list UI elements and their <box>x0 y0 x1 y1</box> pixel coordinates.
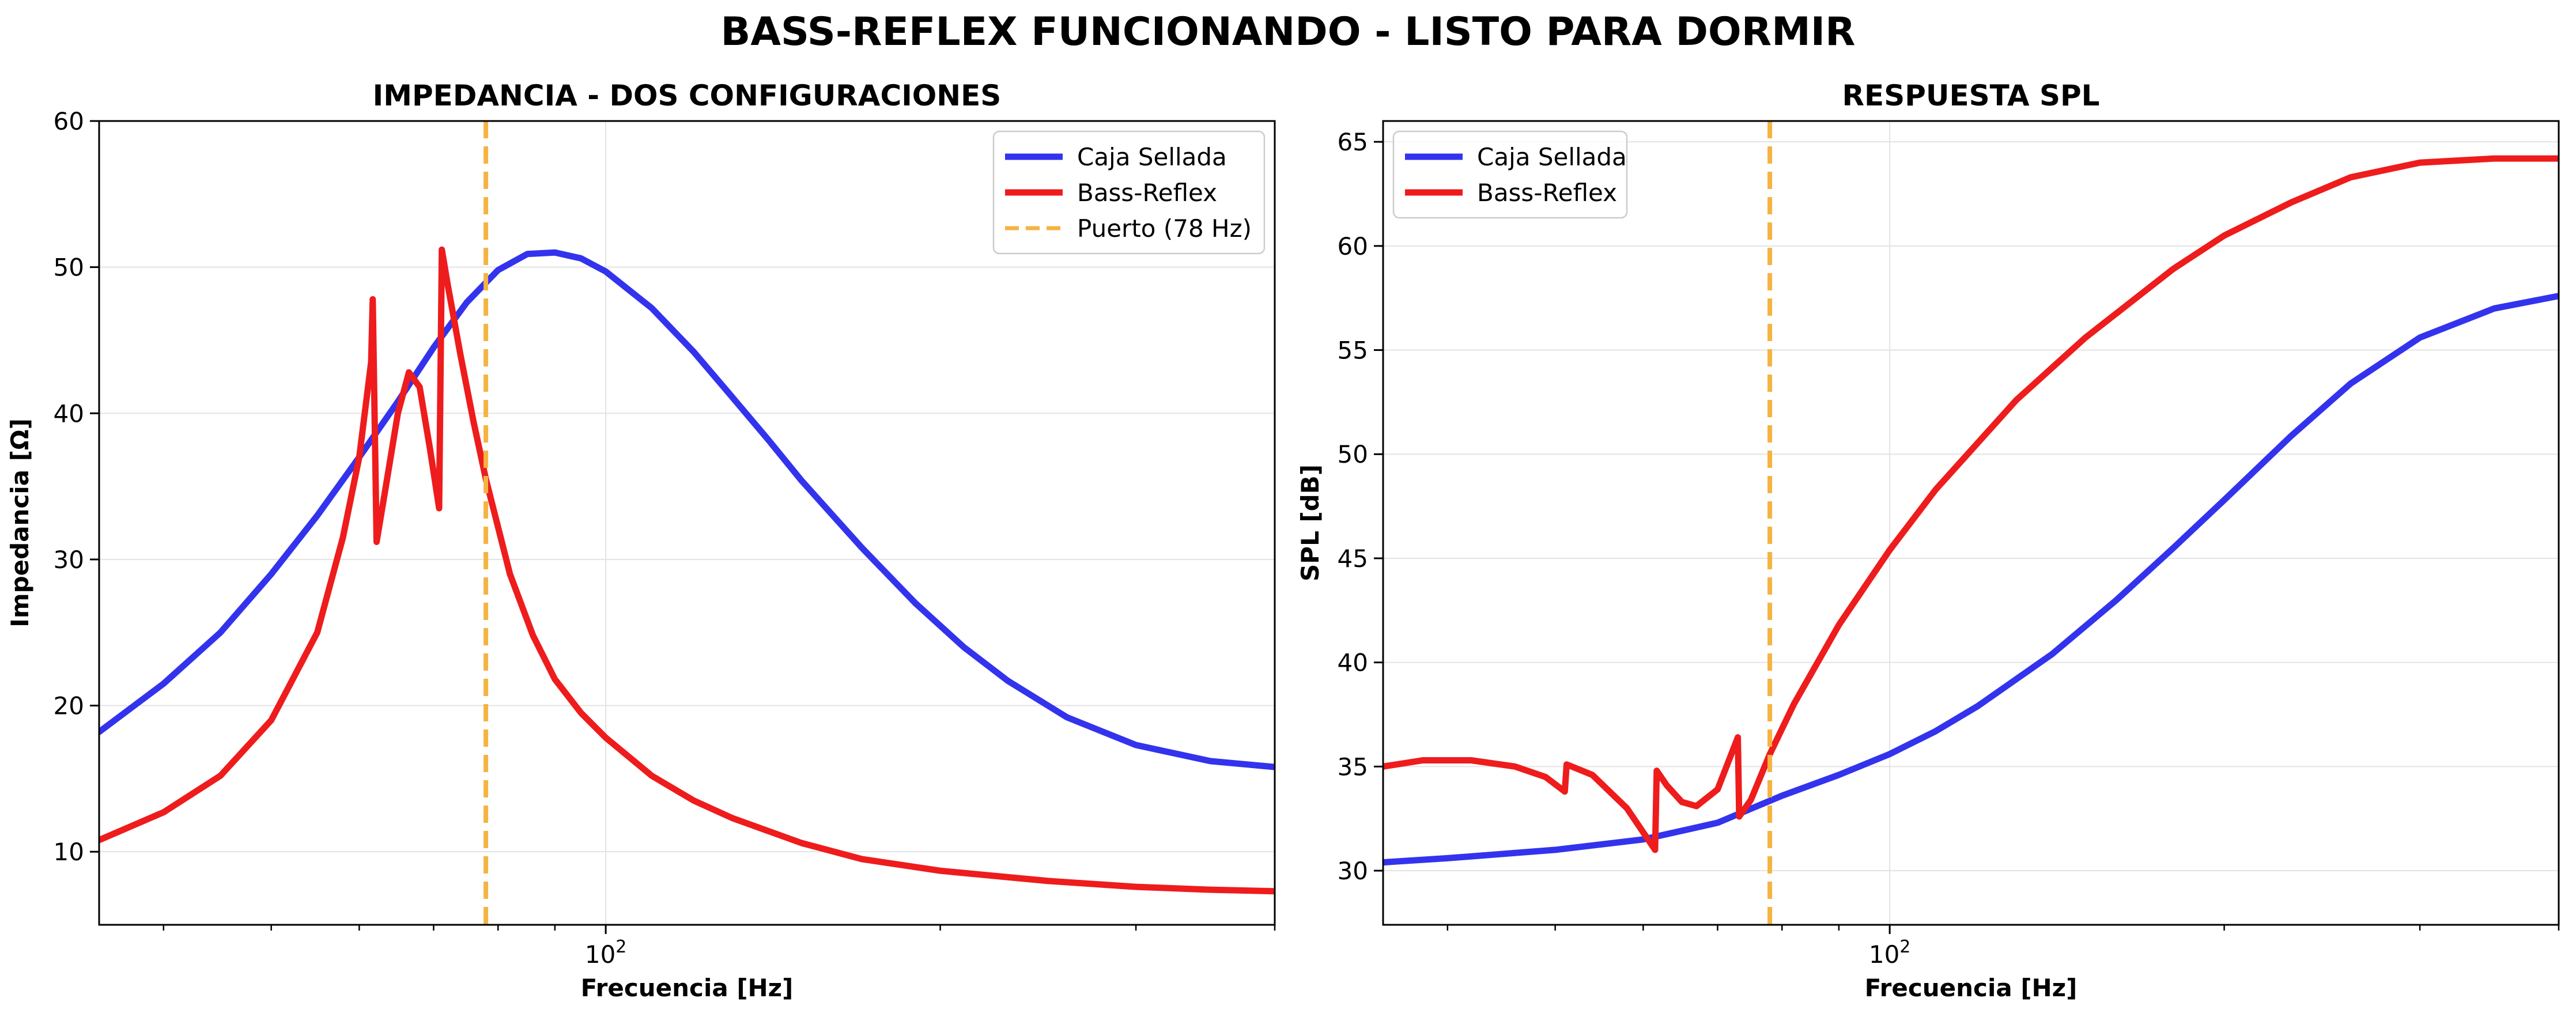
legend-box <box>992 130 1266 255</box>
x-tick-exponent: 2 <box>615 937 626 957</box>
panel-title: RESPUESTA SPL <box>1842 79 2100 112</box>
y-axis-label: Impedancia [Ω] <box>6 418 34 627</box>
legend-label-bass-reflex: Bass-Reflex <box>1477 179 1617 207</box>
y-tick-label: 55 <box>1338 337 1368 365</box>
y-tick-label: 40 <box>1338 649 1368 677</box>
y-tick-label: 10 <box>54 838 84 866</box>
sealed-box-line <box>99 249 1275 770</box>
x-tick-label: 102 <box>1869 937 1911 969</box>
bass-reflex-line <box>1383 155 2559 853</box>
y-tick-label: 30 <box>54 546 84 574</box>
legend-box <box>1392 130 1628 219</box>
y-tick-label: 20 <box>54 692 84 720</box>
y-tick-label: 50 <box>54 254 84 282</box>
x-tick-base: 10 <box>585 940 615 969</box>
sealed-box-line <box>1383 293 2559 866</box>
legend: Caja Sellada Bass-Reflex <box>1392 130 1628 219</box>
y-tick-label: 60 <box>54 107 84 135</box>
y-tick-label: 30 <box>1338 857 1368 885</box>
figure-suptitle: BASS-REFLEX FUNCIONANDO - LISTO PARA DOR… <box>721 9 1856 55</box>
bass-reflex-line <box>99 246 1275 895</box>
y-tick-label: 45 <box>1338 545 1368 573</box>
y-tick-label: 40 <box>54 399 84 428</box>
series-group <box>1383 155 2559 866</box>
x-tick-exponent: 2 <box>1899 937 1910 957</box>
legend-label-sealed-box: Caja Sellada <box>1077 143 1227 171</box>
x-tick-label: 102 <box>585 937 627 969</box>
y-tick-label: 50 <box>1338 440 1368 468</box>
legend-label-bass-reflex: Bass-Reflex <box>1077 179 1217 207</box>
y-tick-label: 60 <box>1338 232 1368 260</box>
x-tick-base: 10 <box>1869 940 1899 969</box>
y-tick-label: 65 <box>1338 128 1368 156</box>
plot-frame <box>1382 120 2560 926</box>
spl-panel: 102 30 35 40 45 50 55 60 65 RESPUESTA SPL Frecuenc… <box>1296 79 2560 1002</box>
legend: Caja Sellada Bass-Reflex Puerto (78 Hz) <box>992 130 1266 255</box>
legend-label-port: Puerto (78 Hz) <box>1077 214 1252 243</box>
y-tick-label: 35 <box>1338 753 1368 781</box>
x-axis-label: Frecuencia [Hz] <box>1865 974 2078 1002</box>
legend-label-sealed-box: Caja Sellada <box>1477 143 1627 171</box>
plot-frame <box>98 120 1276 926</box>
y-axis-label: SPL [dB] <box>1296 464 1324 581</box>
series-group <box>99 246 1275 895</box>
panel-title: IMPEDANCIA - DOS CONFIGURACIONES <box>373 79 1002 112</box>
x-axis-label: Frecuencia [Hz] <box>581 974 794 1002</box>
